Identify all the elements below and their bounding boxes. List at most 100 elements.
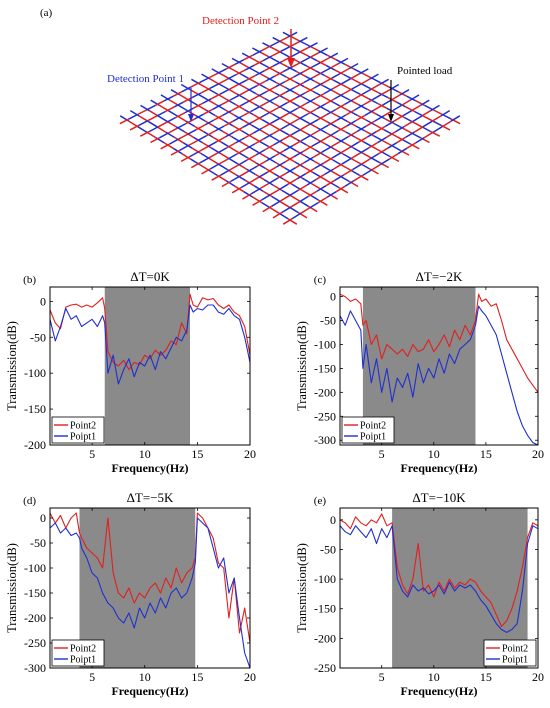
lattice-line-a xyxy=(279,129,290,136)
lattice-line-a xyxy=(327,121,338,128)
lattice-line-b xyxy=(200,87,211,94)
lattice-line-b xyxy=(259,101,269,108)
lattice-line-b xyxy=(193,102,203,109)
lattice-line-a xyxy=(402,127,413,134)
lattice-line-b xyxy=(284,76,294,83)
x-axis-label: Frequency(Hz) xyxy=(111,684,188,698)
legend-box xyxy=(51,639,105,667)
lattice-line-a xyxy=(208,88,219,96)
y-axis-label: Transmission(dB) xyxy=(295,321,309,411)
lattice-line-b xyxy=(210,163,220,170)
lattice-line-b xyxy=(335,185,346,193)
lattice-line-b xyxy=(227,153,238,160)
lattice-line-a xyxy=(271,46,281,53)
lattice-line-a xyxy=(324,74,334,81)
lattice-line-b xyxy=(279,112,290,119)
lattice-line-b xyxy=(361,88,372,96)
lattice-line-b xyxy=(332,83,343,90)
lattice-line-b xyxy=(297,184,308,192)
lattice-line-b xyxy=(405,131,415,139)
lattice-line-b xyxy=(309,201,319,209)
lattice-line-a xyxy=(246,168,256,176)
pointed-load-arrow xyxy=(388,80,394,122)
lattice-line-b xyxy=(367,131,377,138)
lattice-line-b xyxy=(262,205,272,213)
lattice-line-b xyxy=(344,180,355,187)
lattice-line-b xyxy=(337,125,348,132)
lattice-line-b xyxy=(340,67,350,75)
lattice-line-a xyxy=(350,88,361,95)
lattice-line-b xyxy=(371,163,381,171)
lattice-line-a xyxy=(345,131,355,138)
lattice-line-a xyxy=(290,46,300,53)
x-tick-label: 10 xyxy=(139,670,151,684)
lattice-line-b xyxy=(286,167,296,174)
lattice-line-b xyxy=(326,191,337,198)
lattice-line-b xyxy=(260,111,270,119)
lattice-line-b xyxy=(166,116,177,123)
lattice-line-b xyxy=(150,137,160,144)
legend-box xyxy=(483,639,537,667)
lattice-line-b xyxy=(371,94,382,101)
lattice-line-b xyxy=(186,129,197,136)
lattice-line-a xyxy=(290,195,300,202)
lattice-line-b xyxy=(274,150,285,157)
lattice-line-b xyxy=(297,102,307,110)
lattice-line-b xyxy=(291,61,302,68)
lattice-line-b xyxy=(252,127,263,134)
lattice-line-b xyxy=(323,87,334,95)
lattice-line-b xyxy=(322,77,332,84)
lattice-line-b xyxy=(261,194,271,201)
lattice-line-b xyxy=(327,119,338,126)
pointed-load-label: Pointed load xyxy=(397,65,453,77)
lattice-line-b xyxy=(239,170,249,177)
lattice-line-b xyxy=(198,146,209,153)
lattice-line-b xyxy=(379,78,389,85)
lattice-line-b xyxy=(195,124,206,131)
lattice-line-b xyxy=(328,52,339,59)
y-tick-label: -150 xyxy=(314,602,336,616)
lattice-line-a xyxy=(269,56,280,63)
lattice-line-b xyxy=(343,168,353,176)
lattice-line-b xyxy=(424,131,434,139)
lattice-line-b xyxy=(222,109,232,116)
lattice-line-a xyxy=(271,195,281,203)
lattice-line-b xyxy=(261,45,271,52)
lattice-line-b xyxy=(190,162,201,169)
lattice-line-b xyxy=(129,124,140,131)
lattice-line-b xyxy=(373,104,383,111)
lattice-line-b xyxy=(386,131,396,138)
lattice-line-a xyxy=(212,136,222,143)
lattice-line-b xyxy=(267,166,277,173)
lattice-line-a xyxy=(313,160,324,167)
chart-panel-c: 5 10 15 20 0 -50 -100 -150 -200 -250 -300 ΔT=−2K (c)… xyxy=(295,269,544,475)
y-tick-label: -150 xyxy=(24,586,46,600)
lattice-line-a xyxy=(184,131,194,138)
lattice-line-a xyxy=(306,65,317,72)
lattice-line-b xyxy=(316,103,326,110)
lattice-line-b xyxy=(306,97,316,105)
lattice-line-b xyxy=(378,147,389,155)
legend-entry: Point2 xyxy=(502,644,528,655)
lattice-line-a xyxy=(325,143,335,150)
lattice-line-b xyxy=(345,109,355,116)
lattice-line-a xyxy=(229,146,240,154)
lattice-line-a xyxy=(156,126,167,133)
lattice-line-b xyxy=(293,150,304,158)
lattice-line-b xyxy=(314,92,325,100)
lattice-line-b xyxy=(360,78,370,85)
lattice-line-b xyxy=(341,157,352,165)
lattice-line-a xyxy=(250,57,261,64)
lattice-line-a xyxy=(259,62,270,69)
lattice-line-b xyxy=(277,172,287,179)
lattice-line-b xyxy=(148,126,159,133)
lattice-line-b xyxy=(220,169,230,176)
lattice-line-b xyxy=(242,121,253,128)
lattice-line-a xyxy=(240,141,250,148)
lattice-line-b xyxy=(237,159,248,166)
lattice-line-b xyxy=(229,94,240,101)
lattice-line-b xyxy=(227,73,237,80)
y-tick-label: -50 xyxy=(320,542,336,556)
lattice-line-b xyxy=(252,49,263,56)
lattice-line-b xyxy=(431,115,442,122)
